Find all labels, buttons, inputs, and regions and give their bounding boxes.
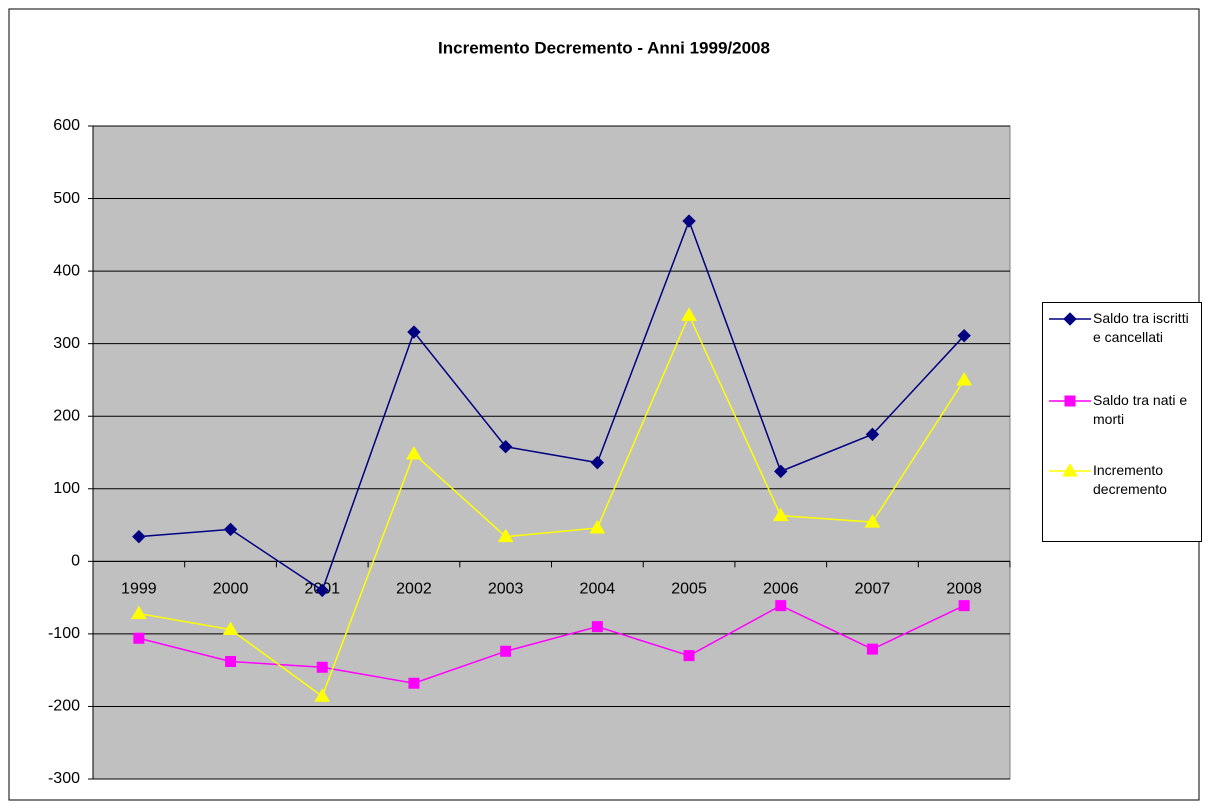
marker — [315, 583, 329, 598]
marker — [223, 522, 238, 537]
series-line — [138, 604, 965, 684]
y-tick-label: 400 — [53, 262, 80, 279]
x-tick-label: 2000 — [213, 581, 249, 598]
y-tick-label: 0 — [71, 553, 80, 570]
marker — [866, 643, 878, 655]
marker — [314, 688, 331, 702]
marker — [865, 427, 880, 442]
legend-entry: Incremento decremento — [1049, 461, 1199, 499]
y-tick-label: 200 — [53, 407, 80, 424]
x-tick-label: 2008 — [946, 581, 982, 598]
series-line — [138, 313, 965, 698]
legend-swatch — [1049, 395, 1091, 407]
marker — [958, 600, 970, 612]
marker — [956, 371, 973, 386]
series-line — [138, 218, 965, 592]
y-tick-label: 300 — [53, 335, 80, 352]
plot-area — [92, 125, 1011, 780]
x-tick-label: 2005 — [671, 581, 707, 598]
marker — [1063, 312, 1077, 326]
legend-entry: Saldo tra nati e morti — [1049, 391, 1199, 429]
marker — [589, 519, 606, 534]
marker — [408, 677, 420, 689]
marker — [407, 325, 421, 339]
x-tick-label: 1999 — [121, 581, 157, 598]
marker — [864, 514, 881, 528]
marker — [132, 529, 146, 544]
marker — [683, 650, 695, 662]
y-tick-label: 600 — [53, 117, 80, 134]
y-tick-label: -200 — [48, 698, 80, 715]
marker — [681, 307, 697, 321]
marker — [772, 507, 789, 522]
legend-swatch — [1049, 312, 1091, 326]
marker — [590, 455, 605, 470]
x-tick-label: 2004 — [580, 581, 616, 598]
marker — [498, 439, 513, 454]
marker — [775, 600, 787, 612]
legend-label: Saldo tra nati e morti — [1093, 392, 1188, 427]
x-tick-label: 2003 — [488, 581, 524, 598]
legend-label: Incremento decremento — [1093, 462, 1167, 497]
y-tick-label: 100 — [53, 480, 80, 497]
y-tick-label: 500 — [53, 190, 80, 207]
marker — [316, 661, 328, 673]
marker — [1064, 395, 1076, 407]
legend-swatch — [1049, 464, 1091, 477]
marker — [225, 655, 237, 667]
marker — [774, 464, 788, 479]
marker — [957, 328, 971, 343]
legend-entry: Saldo tra iscritti e cancellati — [1049, 309, 1199, 347]
x-tick-label: 2006 — [763, 581, 799, 598]
y-tick-label: -100 — [48, 625, 80, 642]
x-tick-label: 2002 — [396, 581, 432, 598]
marker — [682, 214, 696, 228]
legend-label: Saldo tra iscritti e cancellati — [1093, 310, 1189, 345]
marker — [222, 621, 239, 636]
marker — [591, 621, 603, 633]
legend: Saldo tra iscritti e cancellati Saldo tra… — [1042, 302, 1202, 542]
marker — [1062, 464, 1078, 477]
chart-title: Incremento Decremento - Anni 1999/2008 — [438, 38, 770, 57]
marker — [497, 528, 514, 543]
x-tick-label: 2007 — [855, 581, 891, 598]
marker — [406, 445, 422, 460]
marker — [500, 645, 512, 657]
marker — [130, 605, 147, 620]
y-tick-label: -300 — [48, 770, 80, 787]
marker — [133, 632, 145, 644]
